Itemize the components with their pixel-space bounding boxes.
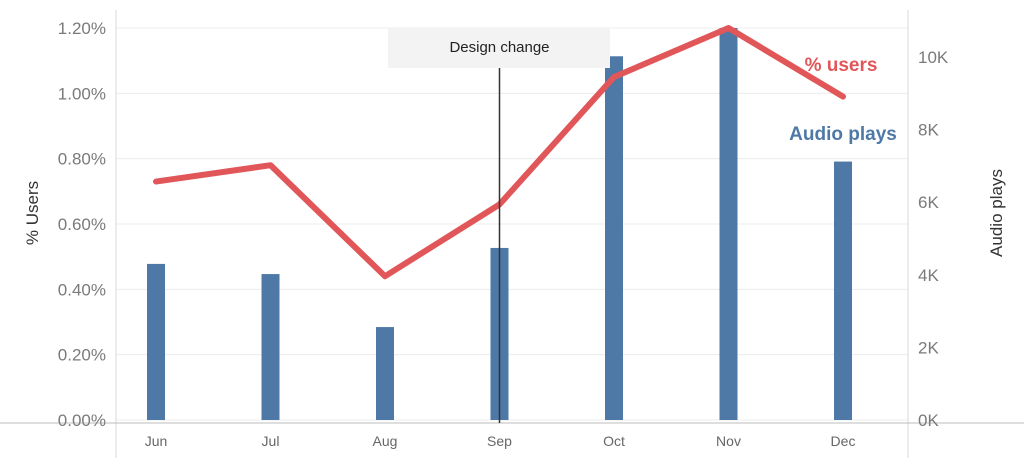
x-axis-ticks: Jun Jul Aug Sep Oct Nov Dec — [145, 433, 856, 449]
annotation-text: Design change — [449, 39, 549, 56]
right-tick-label: 10K — [918, 48, 949, 67]
right-axis-ticks: 0K 2K 4K 6K 8K 10K — [918, 48, 949, 430]
bar-jun — [147, 263, 165, 420]
design-change-annotation: Design change — [388, 28, 610, 423]
x-tick-label: Jul — [262, 433, 280, 449]
chart-frame — [0, 10, 1024, 458]
bar-aug — [376, 327, 394, 420]
audio-plays-bars — [147, 27, 852, 421]
gridlines — [116, 27, 908, 421]
left-tick-label: 0.60% — [58, 215, 106, 234]
left-tick-label: 0.20% — [58, 346, 106, 365]
left-tick-label: 1.20% — [58, 19, 106, 38]
right-tick-label: 2K — [918, 338, 939, 357]
right-axis-title: Audio plays — [987, 169, 1006, 257]
left-tick-label: 0.00% — [58, 411, 106, 430]
left-tick-label: 0.40% — [58, 280, 106, 299]
users-series-label: % users — [805, 55, 878, 76]
x-tick-label: Jun — [145, 433, 168, 449]
right-tick-label: 6K — [918, 193, 939, 212]
x-tick-label: Aug — [373, 433, 398, 449]
left-axis-ticks: 0.00% 0.20% 0.40% 0.60% 0.80% 1.00% 1.20% — [58, 19, 106, 430]
annotation-box — [388, 28, 610, 68]
left-axis-title: % Users — [23, 181, 42, 245]
right-tick-label: 0K — [918, 411, 939, 430]
bar-nov — [719, 27, 738, 421]
left-tick-label: 1.00% — [58, 84, 106, 103]
right-tick-label: 8K — [918, 121, 939, 140]
x-tick-label: Oct — [603, 433, 625, 449]
left-tick-label: 0.80% — [58, 150, 106, 169]
right-tick-label: 4K — [918, 266, 939, 285]
x-tick-label: Nov — [716, 433, 741, 449]
bar-dec — [834, 161, 852, 420]
bar-oct — [605, 56, 623, 421]
x-tick-label: Dec — [831, 433, 856, 449]
audio-plays-series-label: Audio plays — [789, 124, 897, 145]
x-tick-label: Sep — [487, 433, 512, 449]
bar-jul — [261, 274, 280, 420]
